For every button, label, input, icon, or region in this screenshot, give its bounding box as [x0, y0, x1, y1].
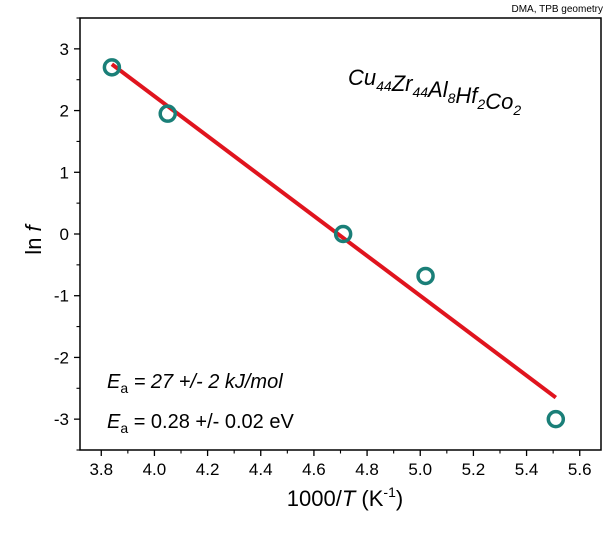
y-axis-title: ln f [21, 222, 46, 254]
x-tick-label: 5.4 [515, 460, 539, 479]
ylabel-prefix: ln [21, 231, 46, 254]
alloy-formula: Cu44Zr44Al8Hf2Co2 [348, 65, 521, 118]
formula-subscript: 8 [448, 90, 456, 106]
y-tick-label: 1 [60, 163, 69, 182]
y-tick-label: 2 [60, 102, 69, 121]
xlabel-var: T [342, 486, 357, 511]
x-tick-labels: 3.8 4.0 4.2 4.4 4.6 4.8 5.0 5.2 5.4 5.6 [89, 460, 591, 479]
x-tick-label: 3.8 [89, 460, 113, 479]
formula-subscript: 2 [476, 96, 485, 112]
y-tick-label: -1 [54, 287, 69, 306]
ylabel-var: f [21, 222, 46, 231]
axis-ticks [74, 17, 581, 456]
data-point [416, 266, 435, 286]
annot1-sub: a [120, 380, 128, 396]
x-tick-label: 5.0 [408, 460, 432, 479]
corner-note: DMA, TPB geometry [511, 4, 603, 15]
formula-element: Co [485, 89, 513, 114]
formula-subscript: 44 [376, 78, 392, 94]
fit-line [110, 62, 558, 400]
xlabel-unit: (K [355, 486, 383, 511]
x-tick-label: 5.2 [462, 460, 486, 479]
formula-subscript: 2 [512, 102, 521, 118]
x-tick-label: 4.4 [249, 460, 273, 479]
x-tick-label: 4.2 [196, 460, 220, 479]
x-tick-label: 4.8 [355, 460, 379, 479]
y-tick-label: 0 [60, 225, 69, 244]
formula-subscript: 44 [412, 84, 428, 100]
activation-energy-kj: Ea = 27 +/- 2 kJ/mol [107, 371, 283, 396]
annot1-text: = 27 +/- 2 kJ/mol [128, 371, 283, 393]
y-tick-label: -3 [54, 410, 69, 429]
annot1-var: E [107, 371, 121, 393]
formula-element: Zr [391, 71, 414, 96]
data-point [546, 409, 566, 429]
y-tick-labels: -3 -2 -1 0 1 2 3 [54, 40, 69, 429]
y-tick-label: 3 [60, 40, 69, 59]
data-point [102, 58, 122, 77]
x-tick-label: 4.6 [302, 460, 326, 479]
formula-element: Hf [455, 83, 480, 108]
xlabel-prefix: 1000/ [287, 486, 343, 511]
xlabel-close: ) [396, 486, 403, 511]
annot2-text: = 0.28 +/- 0.02 eV [128, 411, 294, 433]
annot2-sub: a [120, 420, 128, 436]
activation-energy-ev: Ea = 0.28 +/- 0.02 eV [107, 411, 294, 436]
data-point [333, 224, 353, 244]
x-tick-label: 5.6 [568, 460, 592, 479]
x-tick-label: 4.0 [143, 460, 167, 479]
formula-element: Cu [348, 65, 376, 90]
xlabel-sup: -1 [383, 484, 396, 500]
annot2-var: E [107, 411, 121, 433]
series-layer [102, 58, 566, 429]
y-tick-label: -2 [54, 348, 69, 367]
data-point [158, 104, 177, 123]
x-axis-title: 1000/T (K-1) [287, 484, 403, 511]
formula-element: Al [426, 77, 449, 102]
